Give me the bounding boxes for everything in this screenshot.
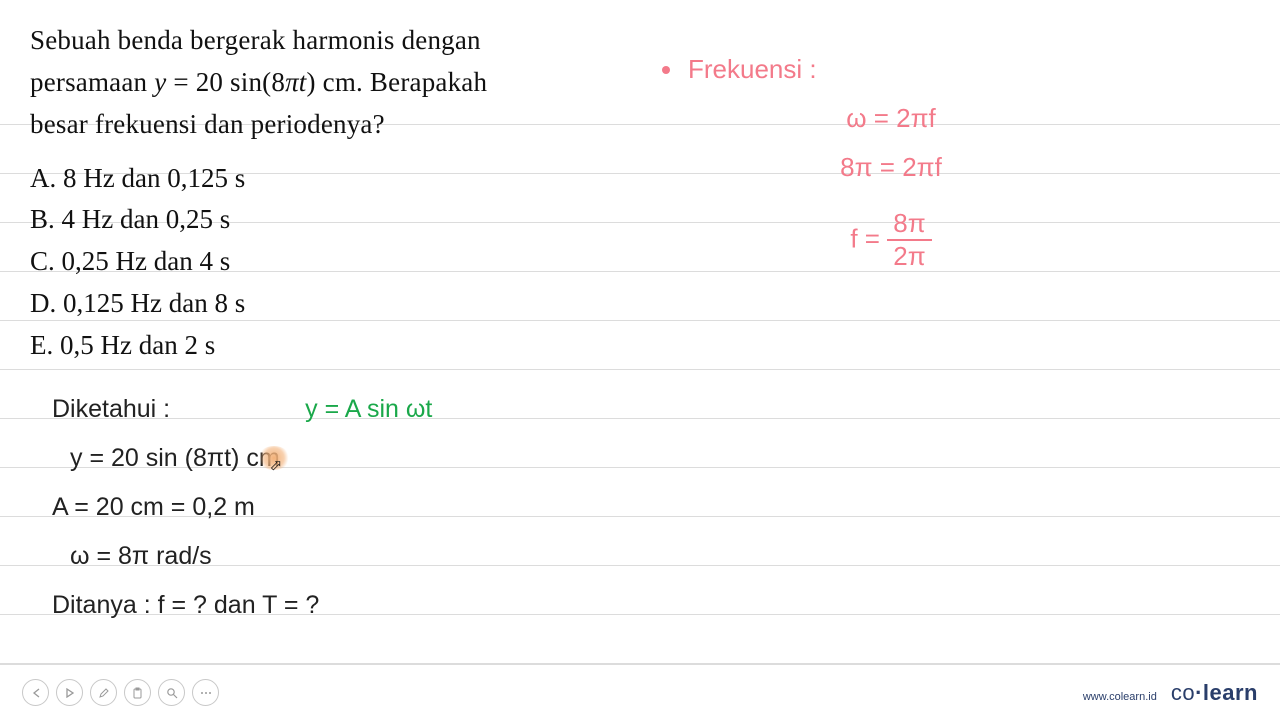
- cursor-highlight: ⬀: [280, 444, 293, 473]
- q-eq-prefix: persamaan: [30, 67, 154, 97]
- option-e: E. 0,5 Hz dan 2 s: [30, 325, 620, 367]
- work-diketahui: Diketahui : y = A sin ωt: [30, 385, 620, 434]
- frekuensi-heading: Frekuensi :: [662, 45, 1230, 94]
- step2-text: 8π = 2πf: [840, 152, 942, 183]
- option-c: C. 0,25 Hz dan 4 s: [30, 241, 620, 283]
- calc-step-3: f = 8π 2π: [662, 192, 1230, 290]
- step3-expression: f = 8π 2π: [850, 209, 931, 272]
- logo-learn: learn: [1203, 680, 1258, 705]
- fraction-numerator: 8π: [887, 209, 931, 241]
- calc-step-2: 8π = 2πf: [662, 143, 1230, 192]
- brand-logo: co·learn: [1171, 680, 1258, 706]
- brand-area: www.colearn.id co·learn: [1083, 680, 1258, 706]
- work-ditanya: Ditanya : f = ? dan T = ?: [30, 581, 620, 630]
- logo-co: co: [1171, 680, 1195, 705]
- frekuensi-heading-text: Frekuensi :: [688, 54, 817, 85]
- general-equation: y = A sin ωt: [305, 395, 432, 424]
- search-button[interactable]: [158, 679, 185, 706]
- edit-button[interactable]: [90, 679, 117, 706]
- work-eq-given: y = 20 sin (8πt) cm ⬀: [30, 434, 620, 483]
- work-amplitude: A = 20 cm = 0,2 m: [30, 483, 620, 532]
- amplitude-text: A = 20 cm = 0,2 m: [52, 493, 255, 522]
- prev-icon: [32, 688, 40, 698]
- omega-text: ω = 8π rad/s: [70, 542, 212, 571]
- footer-buttons: [22, 679, 219, 706]
- more-icon: [199, 690, 213, 696]
- cursor-arrow-icon: ⬀: [270, 456, 283, 474]
- diketahui-label: Diketahui :: [52, 395, 170, 424]
- option-d: D. 0,125 Hz dan 8 s: [30, 283, 620, 325]
- q-eq-suffix: ) cm. Berapakah: [307, 67, 488, 97]
- more-button[interactable]: [192, 679, 219, 706]
- play-button[interactable]: [56, 679, 83, 706]
- fraction: 8π 2π: [887, 209, 931, 272]
- ditanya-text: Ditanya : f = ? dan T = ?: [52, 591, 319, 620]
- prev-button[interactable]: [22, 679, 49, 706]
- step3-lhs: f =: [850, 224, 880, 254]
- answer-options: A. 8 Hz dan 0,125 s B. 4 Hz dan 0,25 s C…: [30, 158, 620, 367]
- question-text: Sebuah benda bergerak harmonis dengan pe…: [30, 20, 620, 146]
- calc-step-1: ω = 2πf: [662, 94, 1230, 143]
- q-eq-pi: π: [285, 67, 299, 97]
- q-eq-y: y: [154, 67, 166, 97]
- eq-given-text: y = 20 sin (8πt) cm: [70, 444, 280, 473]
- q-eq-t: t: [299, 67, 307, 97]
- fraction-denominator: 2π: [887, 241, 931, 272]
- search-icon: [166, 687, 178, 699]
- brand-url: www.colearn.id: [1083, 691, 1157, 703]
- worked-solution: Diketahui : y = A sin ωt y = 20 sin (8πt…: [30, 385, 620, 630]
- footer-bar: www.colearn.id co·learn: [0, 664, 1280, 720]
- clipboard-icon: [132, 687, 143, 699]
- option-b: B. 4 Hz dan 0,25 s: [30, 199, 620, 241]
- bullet-icon: [662, 66, 670, 74]
- play-icon: [66, 688, 74, 698]
- solution-right: Frekuensi : ω = 2πf 8π = 2πf f = 8π 2π: [620, 20, 1230, 630]
- work-omega: ω = 8π rad/s: [30, 532, 620, 581]
- logo-dot: ·: [1195, 680, 1203, 705]
- clipboard-button[interactable]: [124, 679, 151, 706]
- option-a: A. 8 Hz dan 0,125 s: [30, 158, 620, 200]
- q-eq-equals: = 20 sin(8: [166, 67, 285, 97]
- question-line1: Sebuah benda bergerak harmonis dengan: [30, 25, 481, 55]
- question-line2: persamaan y = 20 sin(8πt) cm. Berapakah: [30, 67, 487, 97]
- step1-text: ω = 2πf: [846, 103, 936, 134]
- question-line3: besar frekuensi dan periodenya?: [30, 109, 385, 139]
- pencil-icon: [98, 687, 110, 699]
